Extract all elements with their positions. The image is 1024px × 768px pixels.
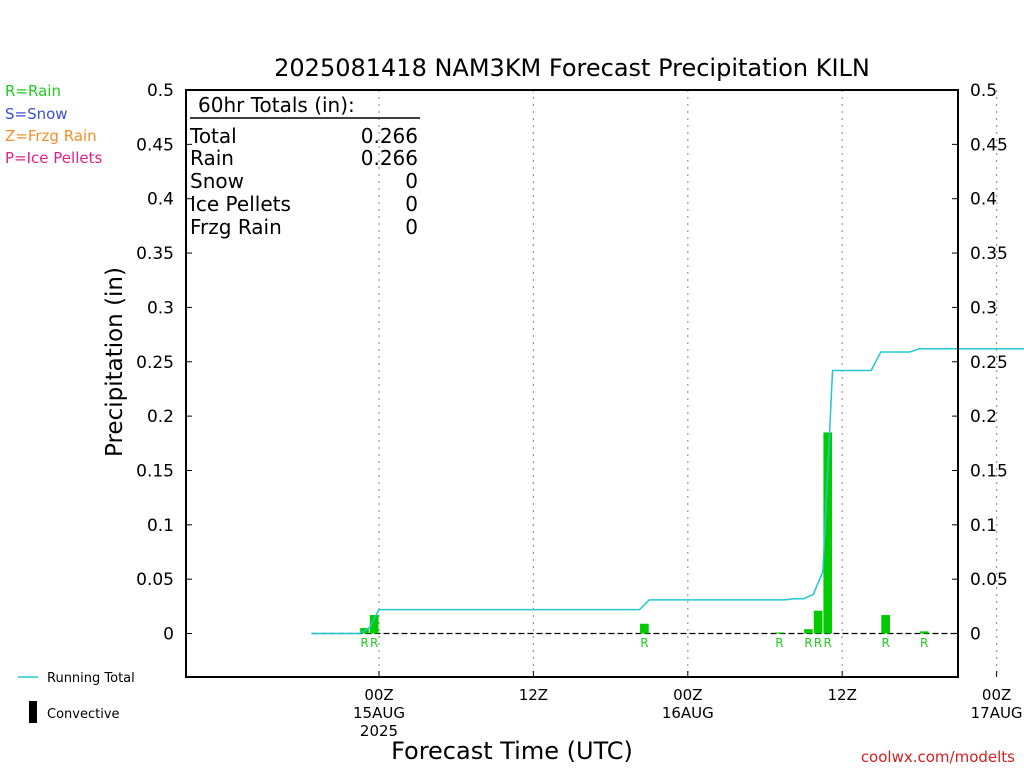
convective-legend-icon xyxy=(29,701,37,723)
x-tick-label-0-1: 00Z xyxy=(364,686,393,704)
precip-bar-3 xyxy=(775,632,784,634)
rain-marker-8: R xyxy=(920,636,928,650)
convective-legend-label: Convective xyxy=(47,707,120,722)
totals-value-snow: 0 xyxy=(405,169,418,193)
precip-bar-4 xyxy=(804,629,813,634)
precip-type-legend: R=Rain S=Snow Z=Frzg Rain P=Ice Pellets xyxy=(5,82,102,167)
y-tick-label-left-8: 0.4 xyxy=(147,190,174,210)
totals-label-rain: Rain xyxy=(190,146,234,170)
x-tick-label-0-3: 2025 xyxy=(360,722,398,740)
rain-marker-4: R xyxy=(804,636,812,650)
rain-marker-7: R xyxy=(881,636,889,650)
rain-marker-2: R xyxy=(640,636,648,650)
legend-rain: R=Rain xyxy=(5,82,61,100)
precip-bar-2 xyxy=(640,623,649,634)
totals-value-rain: 0.266 xyxy=(361,146,418,170)
legend-ice-pellets: P=Ice Pellets xyxy=(5,149,102,167)
totals-heading: 60hr Totals (in): xyxy=(198,93,355,117)
running-total-group xyxy=(311,347,1024,635)
y-tick-label-right-6: 0.3 xyxy=(970,298,997,318)
plot-frame xyxy=(185,89,959,678)
y-tick-label-left-5: 0.25 xyxy=(136,353,174,373)
bars-group xyxy=(360,432,929,634)
legend-snow: S=Snow xyxy=(5,105,68,123)
x-tick-label-3-1: 12Z xyxy=(828,686,857,704)
y-tick-label-left-4: 0.2 xyxy=(147,407,174,427)
y-tick-label-left-0: 0 xyxy=(163,625,174,645)
y-tick-label-right-7: 0.35 xyxy=(970,244,1008,264)
y-tick-label-right-8: 0.4 xyxy=(970,190,997,210)
y-tick-label-right-10: 0.5 xyxy=(970,81,997,101)
running-total-legend-label: Running Total xyxy=(47,671,135,686)
x-axis-label: Forecast Time (UTC) xyxy=(391,737,633,765)
y-tick-label-right-9: 0.45 xyxy=(970,135,1008,155)
y-tick-label-left-3: 0.15 xyxy=(136,461,174,481)
totals-label-total: Total xyxy=(189,124,237,148)
rain-marker-6: R xyxy=(824,636,832,650)
totals-label-ice-pellets: Ice Pellets xyxy=(190,192,291,216)
rain-marker-1: R xyxy=(370,636,378,650)
rain-marker-0: R xyxy=(360,636,368,650)
y-tick-label-left-1: 0.05 xyxy=(136,570,174,590)
y-axis-label: Precipitation (in) xyxy=(102,267,128,457)
y-tick-label-left-10: 0.5 xyxy=(147,81,174,101)
rain-marker-3: R xyxy=(775,636,783,650)
totals-value-frzg-rain: 0 xyxy=(405,215,418,239)
totals-label-frzg-rain: Frzg Rain xyxy=(190,215,282,239)
credit-text: coolwx.com/modelts xyxy=(861,748,1015,766)
y-tick-label-left-9: 0.45 xyxy=(136,135,174,155)
precip-bar-5 xyxy=(813,610,823,634)
precip-bar-1 xyxy=(369,615,379,634)
x-tick-label-4-1: 00Z xyxy=(982,686,1011,704)
x-tick-label-2-1: 00Z xyxy=(673,686,702,704)
y-tick-label-right-2: 0.1 xyxy=(970,516,997,536)
running-total-line xyxy=(311,347,1024,635)
x-tick-label-1-1: 12Z xyxy=(519,686,548,704)
totals-value-total: 0.266 xyxy=(361,124,418,148)
chart-title: 2025081418 NAM3KM Forecast Precipitation… xyxy=(274,54,870,82)
totals-box: 60hr Totals (in): Total 0.266 Rain 0.266… xyxy=(189,93,420,239)
rain-marker-5: R xyxy=(814,636,822,650)
y-tick-label-right-3: 0.15 xyxy=(970,461,1008,481)
y-tick-label-left-2: 0.1 xyxy=(147,516,174,536)
x-tick-label-4-2: 17AUG xyxy=(971,704,1023,722)
y-tick-label-right-4: 0.2 xyxy=(970,407,997,427)
legend-frzg-rain: Z=Frzg Rain xyxy=(5,127,97,145)
totals-label-snow: Snow xyxy=(190,169,244,193)
precip-bar-6 xyxy=(823,432,833,634)
y-tick-label-right-1: 0.05 xyxy=(970,570,1008,590)
precip-bar-8 xyxy=(919,631,929,634)
y-tick-label-left-7: 0.35 xyxy=(136,244,174,264)
y-tick-label-right-5: 0.25 xyxy=(970,353,1008,373)
x-tick-label-2-2: 16AUG xyxy=(662,704,714,722)
bottom-legend: Running Total Convective xyxy=(18,671,135,723)
x-tick-label-0-2: 15AUG xyxy=(353,704,405,722)
y-tick-label-left-6: 0.3 xyxy=(147,298,174,318)
totals-value-ice-pellets: 0 xyxy=(405,192,418,216)
precip-bar-7 xyxy=(881,615,890,634)
y-tick-label-right-0: 0 xyxy=(970,625,981,645)
